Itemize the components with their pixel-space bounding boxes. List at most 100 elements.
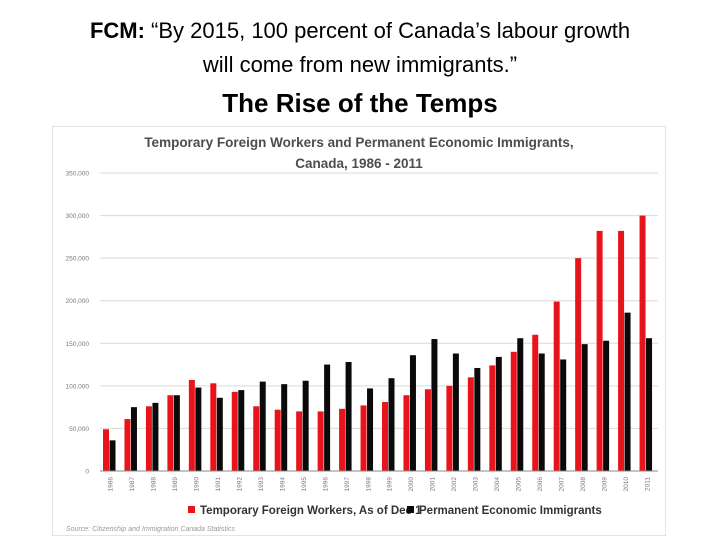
- bar-tfw: [231, 391, 238, 471]
- quote-line-2: will come from new immigrants.”: [202, 52, 518, 77]
- bar-tfw: [382, 402, 388, 471]
- x-tick-label: 2009: [601, 477, 608, 492]
- legend-label-pei: Permanent Economic Immigrants: [419, 505, 602, 517]
- bar-tfw: [339, 408, 346, 471]
- legend: Temporary Foreign Workers, As of Dec 1 P…: [188, 505, 602, 517]
- bar-pei: [130, 407, 137, 471]
- bar-pei: [538, 353, 545, 471]
- bar-pei: [517, 338, 524, 471]
- bar-tfw: [103, 429, 109, 471]
- x-tick-label: 2007: [558, 477, 565, 492]
- x-tick-label: 2004: [494, 477, 501, 492]
- bar-pei: [238, 390, 245, 471]
- x-tick-label: 2003: [473, 477, 480, 492]
- bar-tfw: [317, 411, 324, 471]
- bar-pei: [345, 362, 352, 471]
- bar-tfw: [489, 365, 496, 471]
- bar-pei: [581, 344, 588, 471]
- bar-pei: [152, 402, 159, 471]
- x-tick-label: 2000: [408, 477, 415, 492]
- x-tick-label: 1987: [129, 477, 136, 492]
- x-tick-label: 1996: [322, 477, 329, 492]
- bar-pei: [216, 397, 223, 471]
- bar-pei: [452, 353, 459, 471]
- x-tick-label: 1997: [344, 477, 351, 492]
- bar-pei: [603, 340, 610, 471]
- bar-tfw: [145, 406, 152, 471]
- bar-pei: [195, 387, 202, 471]
- bar-pei: [560, 359, 567, 471]
- bar-pei: [431, 339, 438, 471]
- bar-pei: [495, 356, 502, 471]
- bar-tfw: [403, 395, 410, 471]
- legend-label-tfw: Temporary Foreign Workers, As of Dec 1: [200, 505, 422, 517]
- bar-tfw: [167, 395, 174, 471]
- chart-title-line-1: Temporary Foreign Workers and Permanent …: [144, 135, 573, 150]
- x-tick-label: 1993: [258, 477, 265, 492]
- x-tick-label: 1998: [365, 477, 372, 492]
- y-axis-ticks: 0 50,000 100,000 150,000 200,000 250,000 300,0…: [66, 171, 90, 476]
- bar-tfw: [446, 385, 453, 471]
- bar-tfw: [467, 377, 474, 471]
- x-tick-label: 1991: [215, 477, 222, 492]
- bar-chart: Temporary Foreign Workers and Permanent …: [51, 125, 667, 537]
- bar-tfw: [188, 379, 195, 471]
- y-tick-label: 300,000: [66, 213, 90, 220]
- x-tick-label: 2005: [516, 477, 523, 492]
- bar-pei: [259, 381, 266, 471]
- bar-pei: [109, 440, 116, 471]
- bar-pei: [302, 380, 309, 471]
- bar-pei: [646, 338, 653, 471]
- chart-title-line-2: Canada, 1986 - 2011: [295, 156, 423, 171]
- x-tick-label: 2002: [451, 477, 458, 492]
- y-tick-label: 150,000: [66, 341, 90, 348]
- y-tick-label: 0: [85, 469, 89, 476]
- y-tick-label: 350,000: [66, 171, 90, 178]
- bar-tfw: [596, 230, 603, 471]
- bar-pei: [388, 378, 395, 471]
- bar-tfw: [618, 230, 625, 471]
- x-tick-label: 2006: [537, 477, 544, 492]
- bar-tfw: [210, 383, 217, 471]
- bar-tfw: [360, 405, 367, 471]
- bar-pei: [409, 355, 416, 471]
- chart-frame: [51, 125, 667, 537]
- legend-swatch-tfw: [188, 506, 195, 513]
- x-tick-label: 2001: [430, 477, 437, 492]
- bar-tfw: [296, 411, 303, 471]
- quote-speaker: FCM:: [89, 18, 145, 43]
- y-tick-label: 250,000: [66, 256, 90, 263]
- legend-swatch-pei: [407, 506, 414, 513]
- bar-pei: [173, 395, 180, 471]
- x-tick-label: 2008: [580, 477, 587, 492]
- bar-tfw: [510, 351, 517, 471]
- x-tick-label: 1988: [151, 477, 158, 492]
- bar-pei: [281, 384, 288, 471]
- source-note: Source: Citizenship and Immigration Cana…: [66, 526, 235, 533]
- x-tick-label: 1995: [301, 477, 308, 492]
- x-tick-label: 1992: [237, 477, 244, 492]
- bar-tfw: [553, 301, 560, 471]
- bar-tfw: [124, 419, 131, 471]
- bar-pei: [324, 364, 331, 471]
- x-axis-ticks: 1986 1987 1988 1989 1990 1991 1992 1993 1994 1995…: [108, 477, 652, 492]
- x-tick-label: 2010: [623, 477, 630, 492]
- x-tick-label: 1994: [279, 477, 286, 492]
- bar-tfw: [424, 389, 431, 471]
- x-tick-label: 1989: [172, 477, 179, 492]
- bar-tfw: [639, 215, 646, 471]
- chart-container: Temporary Foreign Workers and Permanent …: [51, 125, 667, 537]
- bar-tfw: [274, 409, 281, 471]
- quote-text-1: “By 2015, 100 percent of Canada’s labour…: [151, 18, 631, 43]
- x-tick-label: 1986: [108, 477, 115, 492]
- x-tick-label: 1990: [194, 477, 201, 492]
- bar-pei: [624, 312, 631, 471]
- x-tick-label: 1999: [387, 477, 394, 492]
- bar-pei: [474, 367, 481, 471]
- y-tick-label: 100,000: [66, 383, 90, 390]
- bar-tfw: [532, 334, 539, 471]
- x-tick-label: 2011: [644, 477, 651, 491]
- y-tick-label: 50,000: [69, 426, 89, 433]
- bar-pei: [367, 388, 374, 471]
- bars: [103, 215, 653, 471]
